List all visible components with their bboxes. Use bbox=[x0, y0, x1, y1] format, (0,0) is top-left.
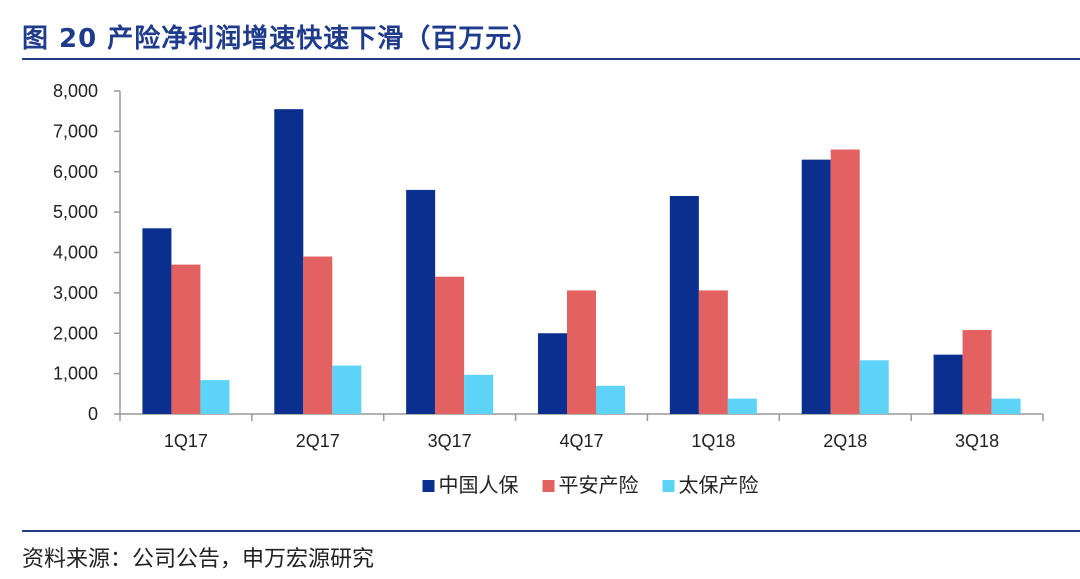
title-divider bbox=[22, 58, 1080, 60]
y-tick-label: 2,000 bbox=[53, 323, 98, 343]
bar-1q17-series-3 bbox=[200, 380, 230, 414]
x-tick-label: 4Q17 bbox=[559, 431, 603, 451]
legend-swatch-2 bbox=[542, 480, 555, 492]
bar-2q17-series-2 bbox=[303, 256, 333, 414]
y-tick-label: 6,000 bbox=[53, 162, 98, 182]
x-tick-label: 2Q17 bbox=[296, 431, 340, 451]
bar-1q18-series-1 bbox=[669, 195, 699, 414]
bar-3q18-series-1 bbox=[933, 354, 963, 414]
legend-swatch-3 bbox=[662, 480, 675, 492]
x-tick-label: 3Q18 bbox=[955, 431, 999, 451]
legend-swatch-1 bbox=[422, 480, 435, 492]
bar-3q17-series-3 bbox=[464, 374, 494, 414]
legend-label-1: 中国人保 bbox=[439, 473, 519, 497]
y-tick-label: 4,000 bbox=[53, 243, 98, 263]
y-tick-label: 1,000 bbox=[53, 364, 98, 384]
y-tick-label: 7,000 bbox=[53, 121, 98, 141]
bar-2q18-series-3 bbox=[859, 360, 889, 414]
y-tick-label: 0 bbox=[88, 404, 98, 424]
x-tick-label: 1Q17 bbox=[164, 431, 208, 451]
bar-2q17-series-3 bbox=[332, 365, 362, 414]
bar-4q17-series-2 bbox=[567, 290, 596, 414]
bar-3q17-series-1 bbox=[406, 189, 436, 414]
bar-2q18-series-2 bbox=[830, 149, 860, 414]
bar-3q17-series-2 bbox=[435, 276, 465, 414]
x-tick-label: 1Q18 bbox=[691, 431, 735, 451]
bar-4q17-series-1 bbox=[538, 333, 567, 414]
x-tick-label: 2Q18 bbox=[823, 431, 867, 451]
y-tick-label: 3,000 bbox=[53, 283, 98, 303]
legend-label-2: 平安产险 bbox=[559, 473, 639, 497]
bar-4q17-series-3 bbox=[596, 385, 625, 414]
y-tick-label: 8,000 bbox=[53, 81, 98, 101]
bar-1q17-series-2 bbox=[171, 264, 201, 414]
bar-1q18-series-2 bbox=[698, 290, 728, 414]
source-divider bbox=[22, 530, 1080, 532]
source-note: 资料来源：公司公告，申万宏源研究 bbox=[22, 547, 375, 572]
bar-2q18-series-1 bbox=[801, 159, 831, 414]
x-tick-label: 3Q17 bbox=[428, 431, 472, 451]
legend-label-3: 太保产险 bbox=[679, 473, 759, 497]
bar-3q18-series-3 bbox=[991, 398, 1021, 414]
bar-3q18-series-2 bbox=[962, 330, 992, 414]
bar-1q18-series-3 bbox=[727, 398, 757, 414]
bar-2q17-series-1 bbox=[274, 109, 304, 414]
bar-1q17-series-1 bbox=[142, 228, 172, 414]
y-tick-label: 5,000 bbox=[53, 202, 98, 222]
chart-title: 图 20 产险净利润增速快速下滑（百万元） bbox=[22, 24, 540, 54]
